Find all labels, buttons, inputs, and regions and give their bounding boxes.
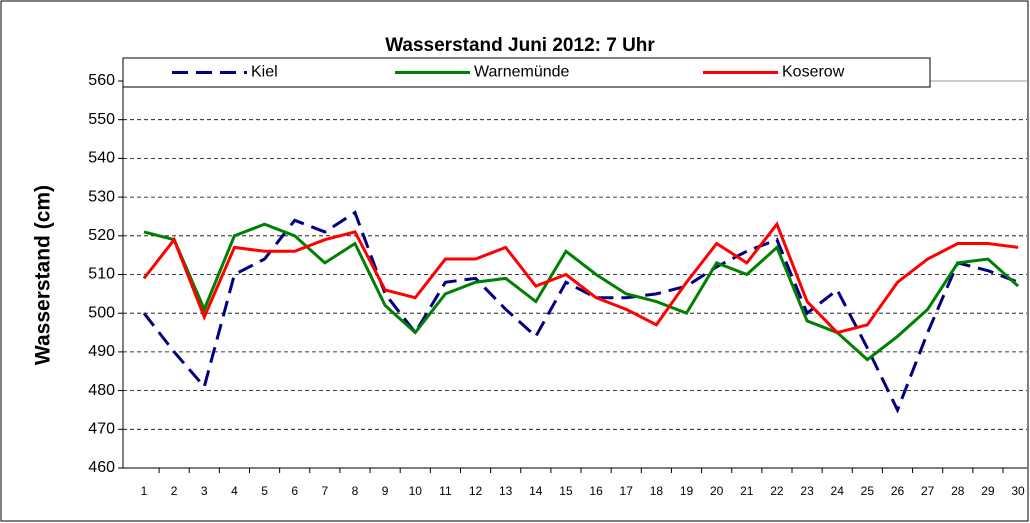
x-tick-label: 10	[409, 484, 423, 498]
x-tick-label: 15	[559, 484, 573, 498]
x-tick-label: 26	[891, 484, 905, 498]
x-tick-label: 4	[231, 484, 238, 498]
x-tick-label: 28	[951, 484, 965, 498]
x-tick-label: 16	[589, 484, 603, 498]
chart-title: Wasserstand Juni 2012: 7 Uhr	[385, 35, 655, 56]
x-tick-label: 20	[710, 484, 724, 498]
x-tick-label: 9	[382, 484, 389, 498]
x-tick-label: 21	[740, 484, 754, 498]
x-tick-label: 14	[529, 484, 543, 498]
series-line	[142, 221, 1019, 335]
y-tick-label: 560	[88, 72, 115, 89]
x-tick-label: 7	[321, 484, 328, 498]
legend-box	[122, 57, 931, 88]
y-tick-label: 550	[88, 111, 115, 128]
x-tick-label: 19	[680, 484, 694, 498]
y-tick-label: 490	[88, 343, 115, 360]
x-tick-label: 12	[469, 484, 483, 498]
x-tick-label: 8	[352, 484, 359, 498]
x-tick-label: 13	[499, 484, 513, 498]
y-tick-label: 470	[88, 421, 115, 438]
x-tick-label: 24	[831, 484, 845, 498]
y-tick-label: 520	[88, 227, 115, 244]
x-tick-label: 17	[620, 484, 634, 498]
x-tick-label: 25	[861, 484, 875, 498]
y-tick-label: 480	[88, 382, 115, 399]
x-tick-label: 22	[770, 484, 784, 498]
x-tick-label: 6	[291, 484, 298, 498]
y-tick-label: 530	[88, 188, 115, 205]
y-tick-label: 510	[88, 266, 115, 283]
x-tick-label: 1	[141, 484, 148, 498]
x-tick-label: 29	[981, 484, 995, 498]
x-tick-label: 5	[261, 484, 268, 498]
y-tick-label: 540	[88, 150, 115, 167]
x-tick-label: 18	[650, 484, 664, 498]
legend-label: Kiel	[251, 64, 278, 81]
y-tick-label: 500	[88, 304, 115, 321]
x-tick-label: 27	[921, 484, 935, 498]
series-line	[143, 222, 1020, 362]
y-axis-label: Wasserstand (cm)	[32, 185, 55, 365]
legend-label: Warnemünde	[474, 64, 570, 81]
y-tick-label: 460	[88, 459, 115, 476]
x-tick-label: 2	[171, 484, 178, 498]
series-line	[142, 210, 1019, 414]
x-tick-label: 30	[1011, 484, 1025, 498]
x-tick-label: 11	[439, 484, 452, 498]
x-tick-label: 23	[800, 484, 814, 498]
legend-label: Koserow	[782, 64, 845, 81]
x-tick-label: 3	[201, 484, 208, 498]
